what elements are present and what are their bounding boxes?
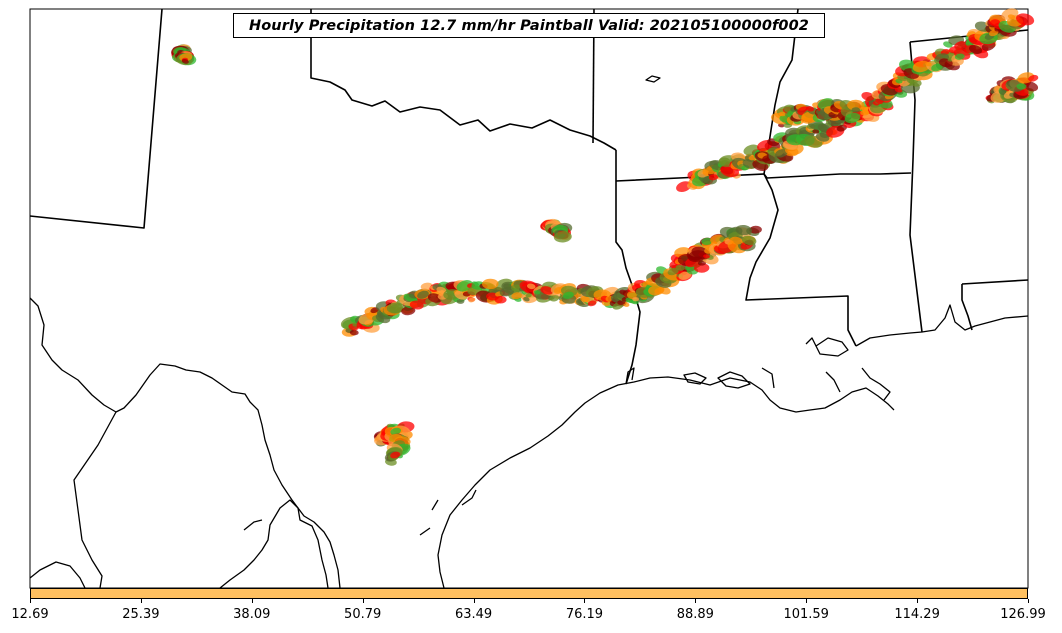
colorbar-tick [695, 599, 697, 603]
precipitation-blob [181, 58, 189, 64]
colorbar-tick-label: 38.09 [233, 607, 271, 622]
precipitation-paintball [171, 8, 1039, 466]
precipitation-blob [523, 296, 530, 302]
colorbar-tick-label: 50.79 [344, 607, 382, 622]
precipitation-blob [436, 286, 447, 294]
precipitation-blob [778, 123, 785, 128]
precipitation-blob [844, 112, 861, 124]
precipitation-blob [525, 293, 532, 298]
precipitation-blob [675, 264, 685, 271]
precipitation-blob [851, 107, 861, 113]
precipitation-blob [587, 300, 597, 307]
precipitation-blob [1028, 74, 1039, 82]
precipitation-blob [1016, 13, 1035, 26]
colorbar-tick [584, 599, 586, 603]
precipitation-blob [499, 286, 515, 297]
precipitation-blob [701, 237, 713, 246]
colorbar-tick-label: 12.69 [11, 607, 49, 622]
precipitation-blob [778, 111, 787, 117]
colorbar [30, 588, 1028, 599]
precipitation-blob [482, 278, 499, 290]
precipitation-blob [676, 181, 692, 192]
colorbar-tick-label: 63.49 [454, 607, 493, 622]
colorbar-tick [917, 599, 919, 603]
colorbar-tick-label: 114.29 [894, 607, 940, 622]
colorbar-tick [251, 599, 253, 603]
precipitation-blob [389, 304, 404, 314]
precipitation-blob [954, 41, 967, 50]
colorbar-tick [362, 599, 364, 603]
precipitation-blob [632, 297, 639, 302]
precipitation-blob [812, 129, 820, 134]
precipitation-blob [847, 99, 865, 111]
precipitation-blob [349, 329, 359, 336]
precipitation-blob [925, 61, 932, 67]
precipitation-blob [1023, 81, 1039, 92]
precipitation-blob [533, 290, 541, 295]
precipitation-blob [540, 286, 554, 295]
precipitation-blob [931, 63, 943, 72]
colorbar-tick-label: 25.39 [122, 607, 160, 622]
precipitation-blob [968, 45, 983, 54]
precipitation-blob [1007, 14, 1016, 20]
precipitation-blob [553, 231, 572, 243]
precipitation-blob [390, 451, 401, 459]
colorbar-tick [806, 599, 808, 603]
precipitation-blob [562, 291, 574, 299]
colorbar-tick-label: 88.89 [676, 607, 714, 622]
precipitation-blob [735, 224, 752, 236]
precipitation-blob [708, 174, 719, 181]
precipitation-blob [1016, 83, 1027, 90]
precipitation-blob [741, 235, 757, 246]
precipitation-blob [703, 254, 710, 259]
colorbar-tick [140, 599, 142, 603]
precipitation-blob [456, 298, 465, 304]
precipitation-blob [806, 106, 815, 112]
borders-thin [29, 297, 341, 589]
map-title: Hourly Precipitation 12.7 mm/hr Paintbal… [233, 13, 825, 38]
precipitation-blob [729, 236, 743, 245]
precipitation-blob [861, 92, 875, 101]
precipitation-blob [775, 148, 788, 158]
colorbar-tick [30, 599, 31, 603]
precipitation-blob [401, 306, 416, 316]
precipitation-blob [658, 286, 671, 295]
precipitation-blob [468, 297, 476, 303]
precipitation-blob [667, 267, 679, 276]
precipitation-blob [894, 87, 903, 93]
precipitation-blob [511, 292, 523, 300]
state-borders [29, 8, 1029, 385]
colorbar-tick-label: 101.59 [783, 607, 829, 622]
precipitation-blob [494, 295, 507, 304]
colorbar-tick [473, 599, 475, 603]
precipitation-blob [390, 427, 402, 435]
colorbar-tick-label: 76.19 [565, 607, 604, 622]
colorbar-tick-label: 126.99 [1000, 607, 1046, 622]
precipitation-blob [954, 53, 965, 60]
coastline [419, 75, 1029, 589]
precipitation-blob [526, 283, 536, 290]
precipitation-blob [580, 296, 590, 303]
precipitation-blob [417, 290, 429, 299]
precipitation-blob [549, 295, 560, 302]
precipitation-blob [678, 271, 692, 280]
precipitation-blob [860, 109, 870, 116]
precipitation-blob [694, 263, 710, 273]
precipitation-blob [749, 225, 762, 234]
colorbar-tick [1028, 599, 1029, 603]
